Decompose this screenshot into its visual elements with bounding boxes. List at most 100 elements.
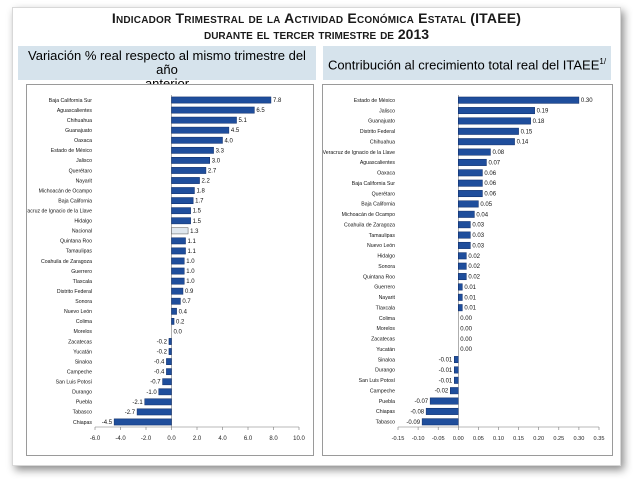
category-label: Tlaxcala: [376, 305, 395, 311]
data-label: 0.00: [460, 337, 472, 343]
page-title: Indicador Trimestral de la Actividad Eco…: [111, 10, 522, 26]
bar: [171, 297, 181, 305]
data-label: 1.7: [195, 199, 204, 205]
x-tick-label: -0.10: [412, 436, 425, 442]
bar: [171, 307, 177, 315]
category-label: Tamaulipas: [66, 249, 93, 255]
data-label: 0.14: [517, 140, 529, 146]
bar: [171, 126, 230, 134]
bar: [171, 207, 191, 215]
category-label: Yucatán: [73, 349, 92, 355]
data-label: 0.2: [176, 319, 185, 325]
category-label: Morelos: [377, 326, 396, 332]
category-label: Aguascalientes: [360, 160, 396, 166]
data-label: -0.01: [439, 358, 453, 364]
bar: [458, 148, 491, 156]
data-label: 0.02: [468, 264, 480, 270]
category-label: Chihuahua: [67, 118, 92, 124]
category-label: Sonora: [378, 264, 395, 270]
category-label: Durango: [375, 368, 395, 374]
data-label: 0.03: [472, 233, 484, 239]
data-label: 6.5: [256, 108, 265, 114]
category-label: Zacatecas: [371, 337, 395, 343]
data-label: 1.0: [186, 269, 195, 275]
category-label: Tabasco: [73, 410, 92, 416]
category-label: Guanajuato: [368, 119, 395, 125]
data-label: 0.07: [488, 160, 500, 166]
left-bar-chart: -6.0 -4.0 -2.0 0.0 2.0 4.0 6.0 8.0 10.0 Baja Cali…: [20, 95, 305, 442]
bar: [458, 304, 463, 312]
bar: [171, 146, 214, 154]
category-label: Baja California: [58, 198, 92, 204]
data-label: 0.00: [460, 316, 472, 322]
category-label: Michoacán de Ocampo: [342, 212, 395, 218]
data-label: -0.2: [157, 350, 168, 356]
bar: [454, 376, 459, 384]
bar: [458, 127, 519, 135]
bar: [458, 179, 483, 187]
x-tick-label: -6.0: [90, 436, 101, 442]
data-label: -0.2: [157, 339, 168, 345]
category-label: Morelos: [74, 329, 93, 335]
bar: [458, 231, 471, 239]
data-label: 0.06: [484, 171, 496, 177]
data-label: -4.5: [102, 420, 113, 426]
category-label: Nayarit: [76, 178, 93, 184]
bar: [171, 167, 207, 174]
data-label: 0.7: [182, 299, 191, 305]
bar: [171, 177, 200, 184]
bar: [458, 158, 487, 166]
data-label: 0.9: [185, 289, 194, 295]
x-tick-label: 0.20: [533, 436, 544, 442]
data-label: 0.08: [492, 150, 504, 156]
bar: [171, 217, 191, 225]
category-label: Aguascalientes: [57, 108, 93, 114]
data-label: 0.4: [179, 309, 188, 315]
data-label: 0.00: [460, 326, 472, 332]
bar: [168, 348, 172, 355]
category-label: Baja California Sur: [352, 181, 396, 187]
bar: [171, 136, 223, 144]
bar: [171, 96, 272, 104]
category-label: Distrito Federal: [360, 129, 395, 135]
bar: [458, 210, 475, 218]
page-subtitle: durante el tercer trimestre de 2013: [203, 26, 430, 42]
category-label: Chiapas: [73, 420, 92, 426]
category-label: Colima: [379, 316, 395, 322]
bar: [171, 287, 184, 295]
bar: [458, 283, 463, 291]
category-label: Puebla: [76, 400, 92, 406]
data-label: 0.05: [480, 202, 492, 208]
bar: [458, 138, 515, 146]
data-label: 0.01: [464, 285, 476, 291]
category-label: Estado de México: [354, 98, 395, 104]
data-label: 2.7: [208, 168, 217, 174]
category-label: Michoacán de Ocampo: [39, 188, 92, 194]
bar: [458, 293, 463, 301]
category-label: Jalisco: [76, 158, 92, 164]
x-tick-label: 2.0: [193, 436, 202, 442]
category-label: Guanajuato: [65, 128, 92, 134]
x-tick-label: 0.10: [493, 436, 504, 442]
bar: [166, 368, 172, 376]
data-label: 1.8: [196, 189, 205, 195]
bar: [171, 116, 237, 124]
bar: [458, 241, 471, 249]
category-label: Oaxaca: [74, 138, 92, 144]
category-label: Querétaro: [69, 168, 92, 174]
bar: [113, 418, 172, 426]
bar: [421, 418, 459, 426]
category-label: Tamaulipas: [369, 233, 396, 239]
bar: [171, 227, 189, 235]
category-label: Nuevo León: [367, 243, 395, 249]
bar: [162, 378, 172, 386]
x-tick-label: 6.0: [244, 436, 253, 442]
x-tick-label: 8.0: [269, 436, 278, 442]
category-label: Jalisco: [379, 108, 395, 114]
bar: [171, 157, 210, 164]
bar: [158, 388, 172, 396]
bar: [171, 237, 186, 245]
data-label: 0.02: [468, 254, 480, 260]
bar: [458, 200, 479, 208]
data-label: 0.0: [174, 329, 183, 335]
